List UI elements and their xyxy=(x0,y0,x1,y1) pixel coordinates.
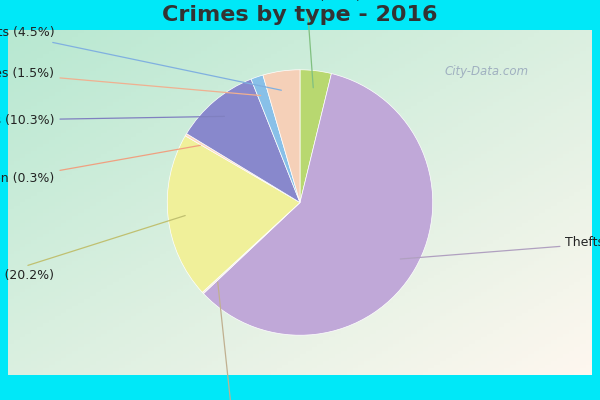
Text: Burglaries (20.2%): Burglaries (20.2%) xyxy=(0,216,185,282)
Wedge shape xyxy=(251,75,300,202)
Text: Thefts (59.1%): Thefts (59.1%) xyxy=(400,236,600,259)
Text: Robberies (3.8%): Robberies (3.8%) xyxy=(253,0,361,88)
Text: City-Data.com: City-Data.com xyxy=(445,65,529,78)
Wedge shape xyxy=(300,70,331,202)
Wedge shape xyxy=(202,202,300,294)
Text: Rapes (1.5%): Rapes (1.5%) xyxy=(0,67,260,96)
Text: Arson (0.3%): Arson (0.3%) xyxy=(0,145,200,185)
Text: Assaults (4.5%): Assaults (4.5%) xyxy=(0,26,281,90)
Wedge shape xyxy=(187,79,300,202)
Text: Murders (0.2%): Murders (0.2%) xyxy=(185,282,282,400)
Wedge shape xyxy=(263,70,300,202)
Text: Auto thefts (10.3%): Auto thefts (10.3%) xyxy=(0,114,224,127)
Wedge shape xyxy=(167,136,300,292)
Text: Crimes by type - 2016: Crimes by type - 2016 xyxy=(162,5,438,25)
Wedge shape xyxy=(203,74,433,335)
Wedge shape xyxy=(185,134,300,202)
